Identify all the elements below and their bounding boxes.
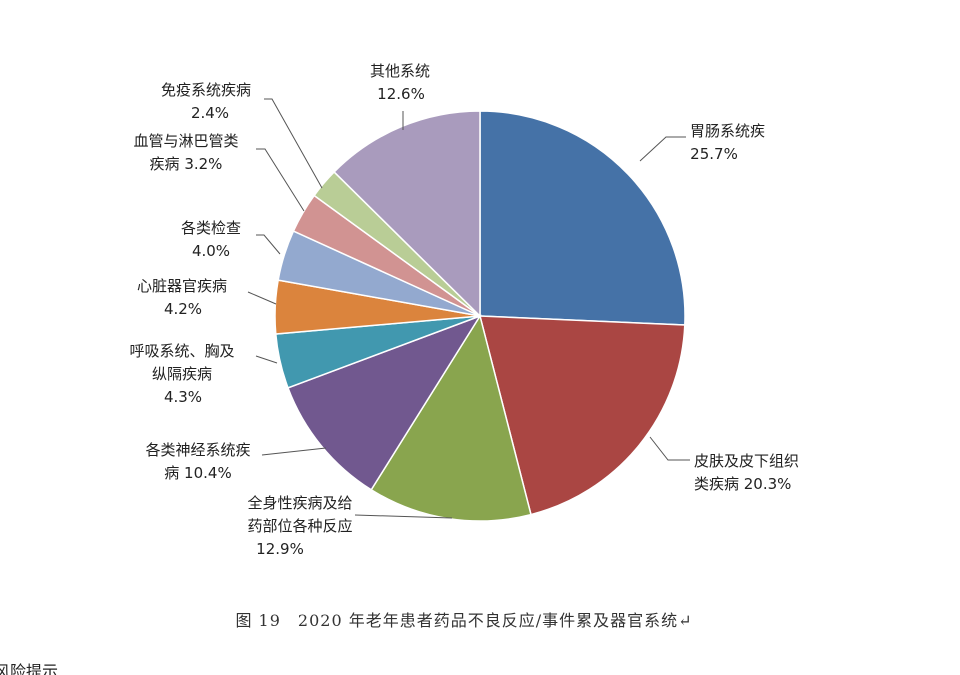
slice-label: 胃肠系统疾 [690, 122, 765, 140]
leader-line [264, 98, 323, 189]
slice-percent-label: 25.7% [690, 145, 738, 163]
leader-lines [247, 98, 690, 519]
pie-slice [287, 314, 482, 491]
slice-label: 病 10.4% [164, 464, 231, 482]
leader-line [256, 148, 305, 212]
pie-slices [274, 110, 686, 522]
pie-slice [370, 314, 532, 522]
pie-slice [479, 110, 686, 326]
slice-label: 纵隔疾病 [152, 365, 212, 383]
slice-label: 各类检查 [181, 219, 241, 237]
leader-line [261, 447, 327, 456]
slice-percent-label: 12.6% [377, 85, 425, 103]
slice-label: 疾病 3.2% [150, 155, 223, 173]
slice-label: 类疾病 20.3% [694, 475, 791, 493]
slice-label: 皮肤及皮下组织 [694, 452, 799, 470]
pie-slice [479, 315, 686, 516]
figure-caption: 图 19 2020 年老年患者药品不良反应/事件累及器官系统↵ [235, 611, 692, 630]
slice-label: 血管与淋巴管类 [133, 132, 238, 150]
slice-percent-label: 4.3% [164, 388, 202, 406]
slice-label: 免疫系统疾病 [161, 81, 251, 99]
slice-label: 心脏器官疾病 [137, 277, 227, 295]
leader-line [639, 136, 686, 162]
leader-line [256, 234, 281, 255]
footer-fragment: 风险提示 [0, 662, 58, 675]
slice-percent-label: 12.9% [256, 540, 304, 558]
slice-label: 各类神经系统疾 [145, 441, 250, 459]
slice-label: 全身性疾病及给 [247, 494, 352, 512]
leader-line [247, 291, 277, 305]
leader-line [255, 355, 278, 364]
pie-slice [333, 110, 481, 318]
slice-label: 药部位各种反应 [247, 517, 352, 535]
slice-percent-label: 4.2% [164, 300, 202, 318]
slice-percent-label: 2.4% [191, 104, 229, 122]
slice-percent-label: 4.0% [192, 242, 230, 260]
slice-label: 其他系统 [370, 62, 430, 80]
leader-line [649, 436, 690, 461]
slice-label: 呼吸系统、胸及 [129, 342, 234, 360]
leader-line [354, 514, 453, 519]
